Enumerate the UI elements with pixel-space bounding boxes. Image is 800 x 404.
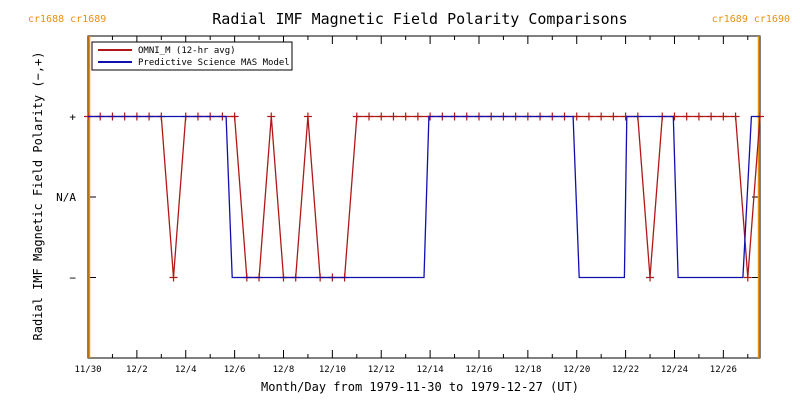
x-tick-label: 12/6	[224, 365, 246, 375]
x-tick-label: 12/8	[273, 365, 295, 375]
data-point	[303, 112, 312, 121]
y-tick-label: +	[69, 111, 76, 124]
x-tick-label: 12/18	[514, 365, 541, 375]
x-tick-label: 12/22	[612, 365, 639, 375]
x-tick-label: 12/4	[175, 365, 197, 375]
data-point	[731, 112, 740, 121]
mas-series-line	[88, 115, 760, 279]
x-tick-label: 12/12	[368, 365, 395, 375]
data-point	[401, 112, 410, 121]
x-axis-label: Month/Day from 1979-11-30 to 1979-12-27 …	[261, 380, 579, 394]
x-tick-label: 12/14	[417, 365, 444, 375]
data-point	[230, 112, 239, 121]
chart-marks: 11/30 12/2 12/4 12/6 12/8 12/10 12/12 12/14 12/1…	[28, 14, 790, 375]
data-point	[584, 112, 593, 121]
legend-entry: Predictive Science MAS Model	[138, 58, 290, 68]
data-point	[413, 112, 422, 121]
plot-frame	[87, 35, 761, 359]
data-point	[352, 112, 361, 121]
omni-series-line	[88, 115, 761, 279]
data-point	[609, 112, 618, 121]
data-point	[169, 273, 178, 282]
data-point	[389, 112, 398, 121]
data-point	[694, 112, 703, 121]
data-point	[743, 273, 752, 282]
data-point	[572, 112, 581, 121]
chart-title: Radial IMF Magnetic Field Polarity Compa…	[212, 10, 627, 28]
x-tick-label: 12/2	[126, 365, 148, 375]
legend-entry: OMNI_M (12-hr avg)	[138, 46, 236, 56]
x-tick-label: 12/20	[563, 365, 590, 375]
data-point	[707, 112, 716, 121]
x-tick-label: 12/16	[465, 365, 492, 375]
data-point	[377, 112, 386, 121]
data-point	[646, 273, 655, 282]
y-axis-label: Radial IMF Magnetic Field Polarity (−,+)	[31, 52, 45, 341]
carrington-label: cr1689 cr1690	[712, 14, 790, 25]
data-point	[682, 112, 691, 121]
y-tick-label: N/A	[56, 191, 76, 204]
x-tick-label: 12/26	[710, 365, 737, 375]
y-tick-label: −	[69, 272, 76, 285]
x-tick-label: 12/24	[661, 365, 688, 375]
carrington-label: cr1688 cr1689	[28, 14, 106, 25]
data-point	[365, 112, 374, 121]
legend-box	[91, 41, 293, 71]
data-point	[719, 112, 728, 121]
data-point	[267, 112, 276, 121]
x-tick-label: 12/10	[319, 365, 346, 375]
x-tick-label: 11/30	[74, 365, 101, 375]
data-point	[597, 112, 606, 121]
